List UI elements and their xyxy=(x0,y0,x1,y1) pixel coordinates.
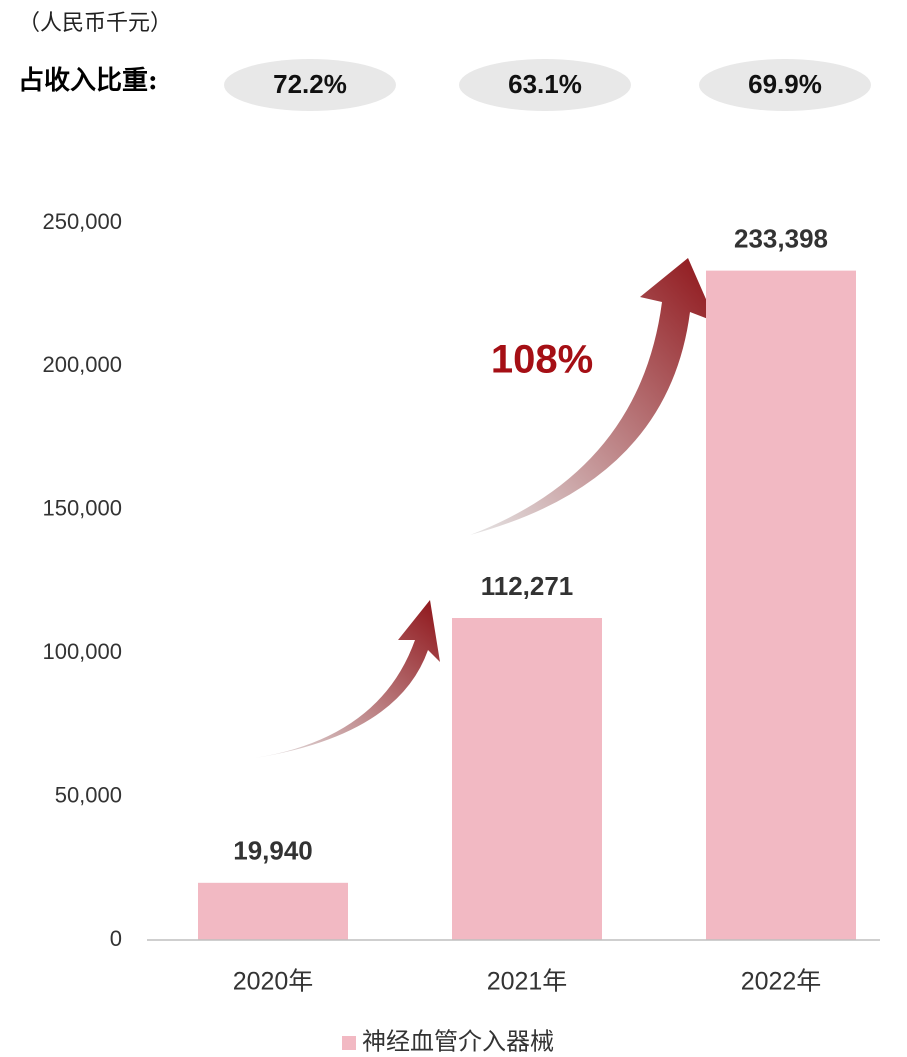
growth-arrow xyxy=(470,258,716,535)
y-tick-label: 150,000 xyxy=(42,496,122,521)
share-pill xyxy=(699,59,871,111)
data-label: 112,271 xyxy=(481,571,574,601)
x-tick-label: 2021年 xyxy=(487,968,568,996)
data-label: 233,398 xyxy=(734,223,828,253)
data-label: 19,940 xyxy=(233,836,313,866)
growth-arrow xyxy=(255,600,440,758)
bar xyxy=(706,270,856,941)
share-value: 69.9% xyxy=(748,69,822,99)
y-tick-label: 0 xyxy=(110,926,122,951)
x-tick-label: 2020年 xyxy=(233,968,314,996)
legend-swatch xyxy=(342,1036,356,1050)
y-tick-label: 50,000 xyxy=(55,782,122,807)
y-tick-label: 200,000 xyxy=(42,352,122,377)
growth-annotation: 108% xyxy=(491,338,593,382)
y-tick-label: 250,000 xyxy=(42,209,122,234)
unit-label: （人民币千元） xyxy=(18,10,172,35)
legend-label: 神经血管介入器械 xyxy=(362,1028,554,1055)
share-pill xyxy=(224,59,396,111)
bar xyxy=(452,618,602,940)
share-pill xyxy=(459,59,631,111)
bar xyxy=(198,882,348,940)
share-label: 占收入比重: xyxy=(18,66,158,96)
x-tick-label: 2022年 xyxy=(741,968,822,996)
share-value: 63.1% xyxy=(508,69,582,99)
share-value: 72.2% xyxy=(273,69,347,99)
y-tick-label: 100,000 xyxy=(42,639,122,664)
